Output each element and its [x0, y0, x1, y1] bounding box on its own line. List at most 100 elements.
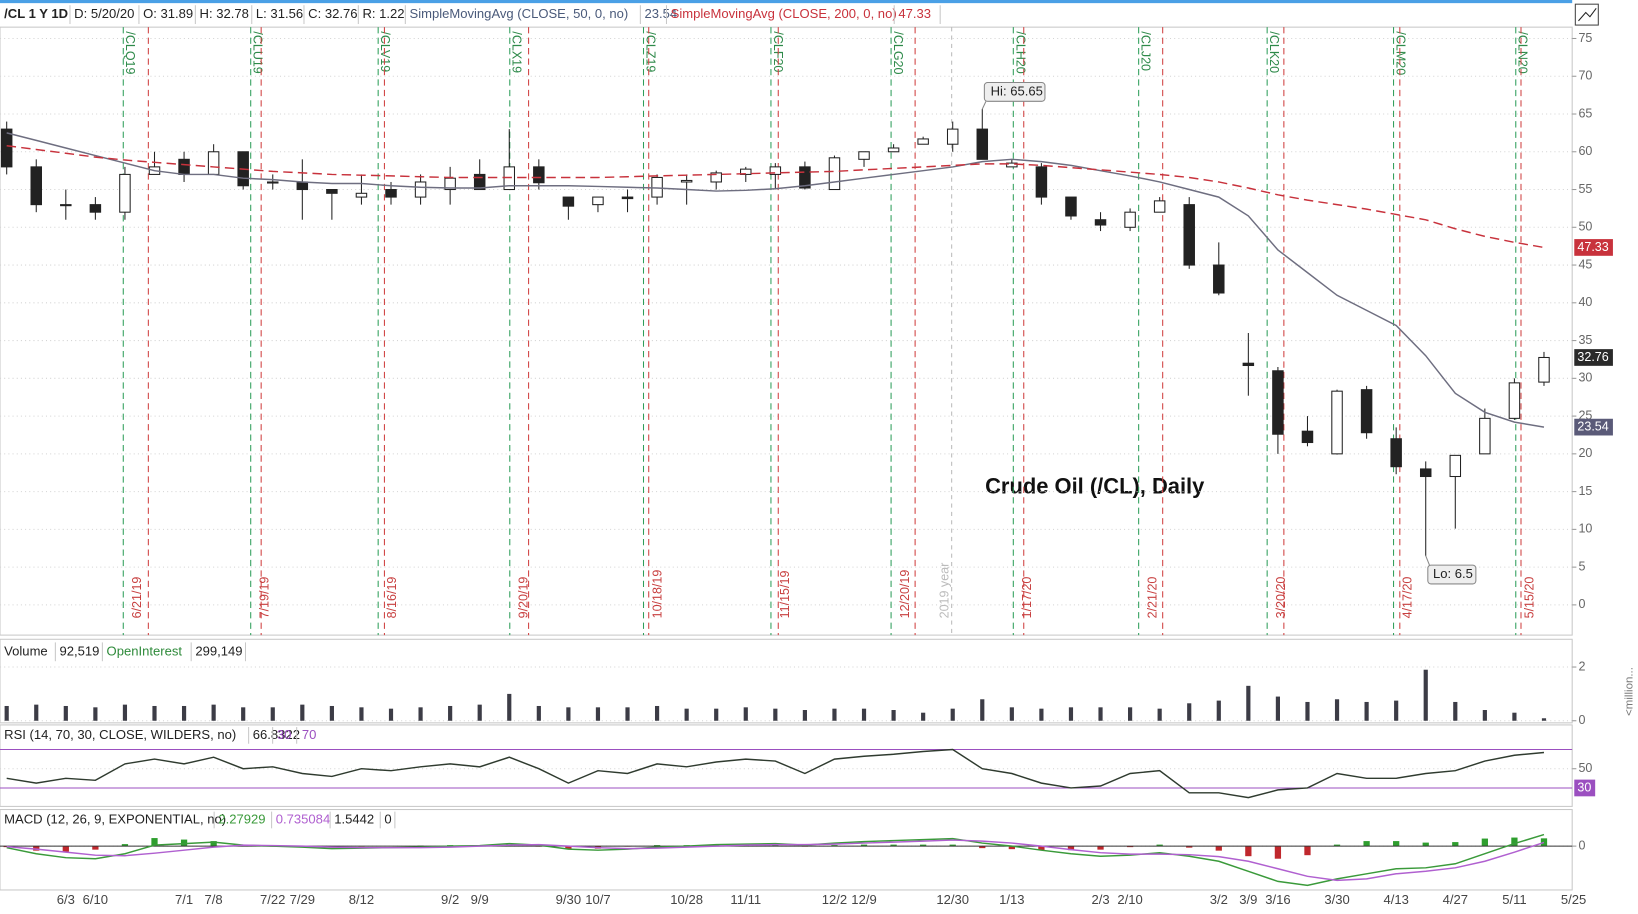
volume-bar — [1394, 700, 1399, 721]
candle-body — [60, 204, 72, 207]
y-tick-label: 40 — [1578, 295, 1592, 309]
candle-body — [562, 196, 575, 207]
level-box-label: 30 — [1577, 780, 1591, 794]
volume-panel — [0, 638, 1573, 724]
x-tick-label: 7/8 — [205, 892, 223, 907]
annotation-box — [1427, 564, 1477, 585]
candle-body — [414, 181, 427, 198]
x-tick-label: 1/13 — [999, 892, 1024, 907]
histogram-bar — [1452, 842, 1459, 847]
x-tick-label: 10/28 — [670, 892, 703, 907]
candle-body — [592, 196, 604, 206]
volume-bar — [921, 712, 926, 721]
volume-bar — [654, 705, 660, 721]
y-tick-label: 0 — [1578, 597, 1585, 611]
histogram-bar — [1067, 846, 1075, 851]
candle-body — [326, 189, 338, 194]
contract-label: /CLU19 — [251, 31, 265, 73]
histogram-bar — [1511, 837, 1518, 847]
x-tick-label: 6/3 — [57, 892, 75, 907]
rsi-oversold: 30 — [277, 727, 292, 742]
contract-label: /CLV19 — [378, 31, 392, 72]
histogram-bar — [92, 846, 99, 850]
header-low: L: 31.56 — [256, 6, 303, 21]
x-tick-label: 11/11 — [730, 892, 761, 907]
year-label: 2019 year — [938, 563, 952, 619]
candle-body — [533, 166, 545, 184]
candle-body — [1449, 454, 1462, 478]
volume-value: 92,519 — [60, 643, 100, 658]
candle-body — [621, 196, 634, 200]
candle-body — [1006, 162, 1018, 168]
candle-body — [887, 147, 900, 153]
histogram-bar — [1540, 838, 1548, 847]
macd-zero: 0 — [384, 811, 391, 826]
y-tick-label: 60 — [1578, 144, 1592, 158]
expiration-label: 2/21/20 — [1146, 577, 1160, 619]
candle-body — [178, 158, 190, 175]
y-tick-label: 0 — [1578, 713, 1585, 727]
candle-body — [30, 166, 42, 206]
volume-bar — [1216, 700, 1221, 721]
open-interest-value: 299,149 — [195, 643, 242, 658]
expiration-label: 3/20/20 — [1274, 577, 1288, 619]
sma50-value: 23.54 — [645, 6, 678, 21]
settings-icon[interactable] — [1574, 3, 1599, 26]
volume-bar — [122, 704, 128, 721]
annotation-box — [983, 81, 1046, 102]
histogram-bar — [1304, 846, 1311, 856]
expiration-label: 8/16/19 — [385, 577, 399, 619]
contract-label: /CLX19 — [510, 31, 524, 73]
header-close: C: 32.76 — [308, 6, 357, 21]
sma200-value: 47.33 — [898, 6, 931, 21]
volume-bar — [93, 707, 98, 721]
y-tick-label: 75 — [1578, 31, 1592, 45]
histogram-bar — [1333, 844, 1341, 847]
rsi-line — [6, 748, 1545, 799]
volume-bar — [1187, 703, 1192, 721]
histogram-bar — [1215, 846, 1222, 851]
y-tick-label: 35 — [1578, 333, 1592, 347]
volume-bar — [1482, 710, 1487, 721]
candle-body — [1508, 382, 1521, 419]
volume-bar — [1305, 701, 1310, 721]
annotation-pointer — [981, 100, 987, 110]
volume-bar — [714, 708, 719, 721]
expiration-label: 6/21/19 — [130, 577, 144, 619]
annotation-high: Hi: 65.65 — [991, 83, 1043, 98]
rsi-value: 66.8322 — [253, 727, 300, 742]
histogram-bar — [890, 844, 897, 847]
contract-label: /CLM20 — [1394, 31, 1408, 75]
expiration-label: 7/19/19 — [258, 577, 272, 619]
histogram-bar — [210, 841, 217, 847]
x-tick-label: 8/12 — [349, 892, 374, 907]
volume-bar — [743, 707, 748, 721]
volume-bar — [211, 704, 216, 721]
candle-body — [296, 181, 309, 191]
candle-body — [1213, 264, 1225, 294]
x-tick-label: 3/30 — [1324, 892, 1349, 907]
level-box — [1574, 779, 1596, 797]
candle-body — [799, 166, 811, 189]
volume-bar — [329, 705, 334, 721]
candle-body — [355, 192, 368, 198]
histogram-bar — [1274, 846, 1282, 859]
volume-bar — [1039, 708, 1044, 721]
histogram-bar — [979, 846, 986, 849]
volume-bar — [684, 708, 689, 721]
volume-bar — [241, 707, 246, 721]
volume-bar — [1364, 701, 1369, 721]
y-tick-label: 50 — [1578, 220, 1592, 234]
macd-avg: 0.735084 — [276, 811, 330, 826]
volume-bar — [1009, 707, 1014, 721]
price-box-label: 47.33 — [1577, 240, 1608, 254]
x-tick-label: 7/1 — [175, 892, 193, 907]
x-tick-label: 4/27 — [1443, 892, 1468, 907]
x-tick-label: 7/22 — [260, 892, 285, 907]
histogram-bar — [1481, 838, 1488, 847]
volume-bar — [300, 704, 305, 721]
price-box — [1574, 349, 1613, 366]
volume-bar — [861, 708, 867, 721]
candle-body — [385, 189, 397, 198]
